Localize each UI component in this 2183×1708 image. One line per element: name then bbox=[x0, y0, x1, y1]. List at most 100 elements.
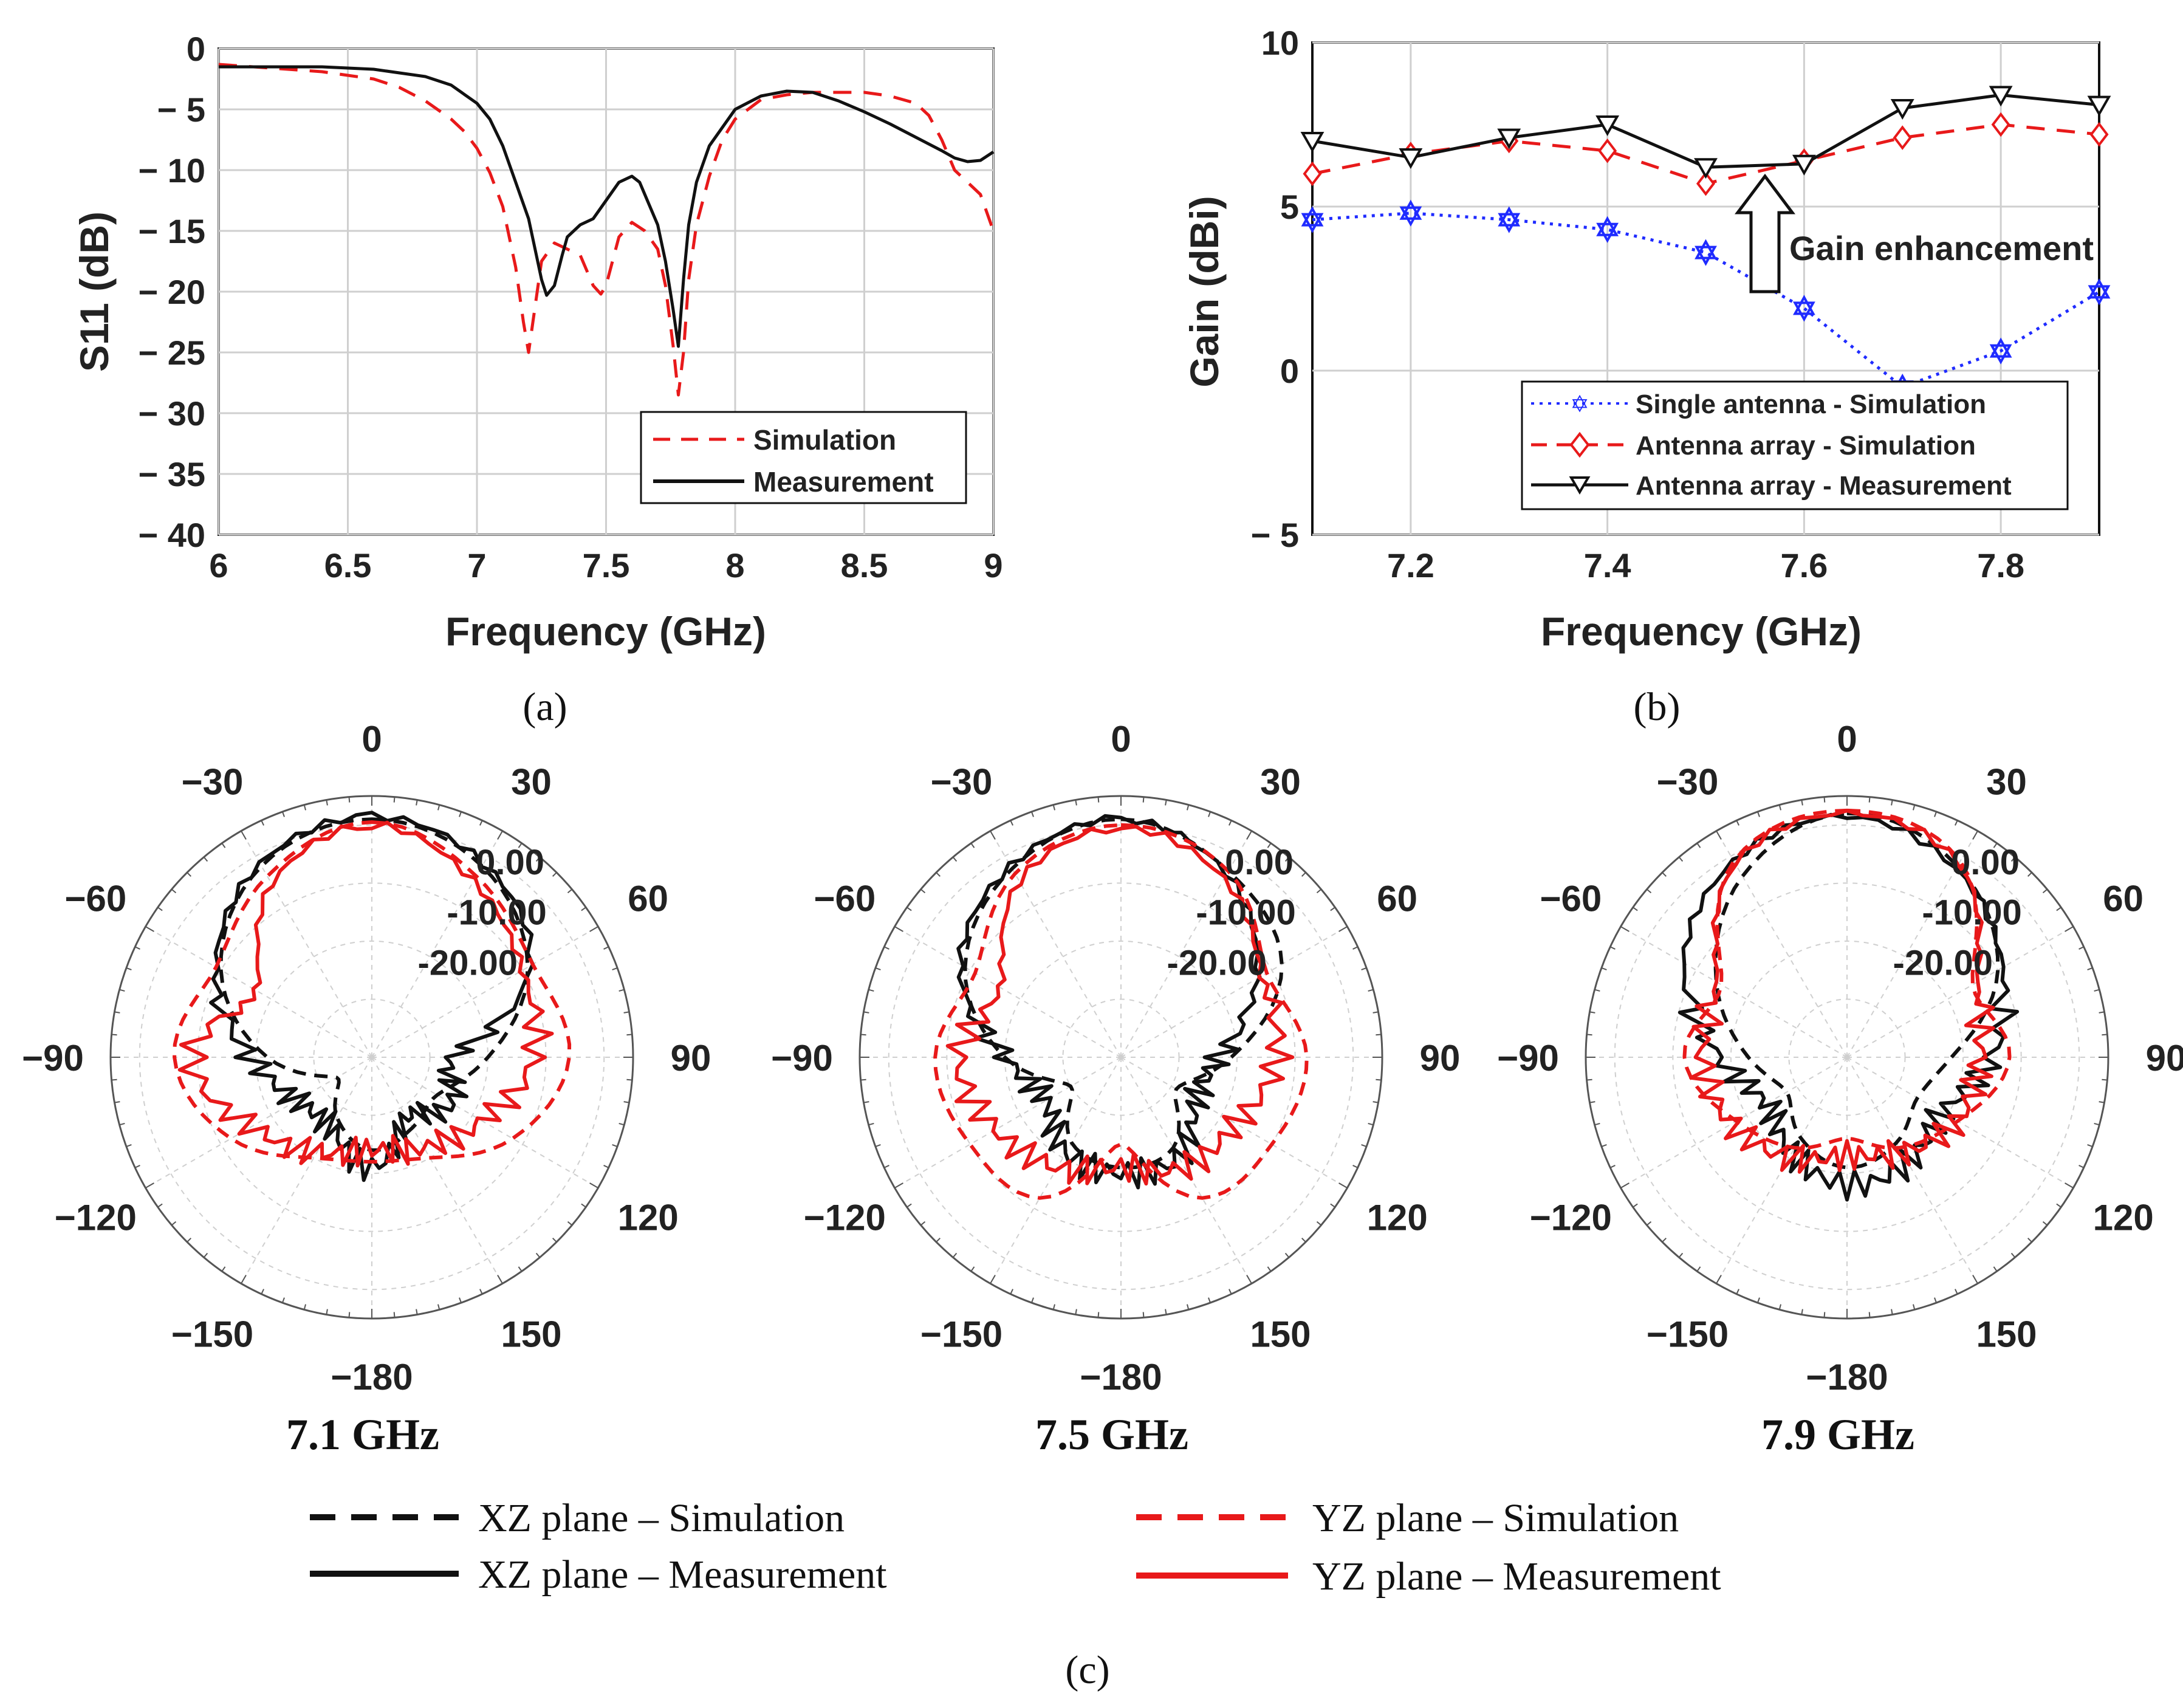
polar-tick bbox=[1678, 856, 1684, 862]
panel-a-ylabel: S11 (dB) bbox=[72, 211, 117, 372]
polar-tick bbox=[1736, 820, 1739, 826]
polar-tick bbox=[1075, 800, 1077, 806]
polar-tick bbox=[1801, 800, 1803, 806]
polar-tick bbox=[326, 800, 328, 806]
polar-tick bbox=[2010, 1252, 2016, 1258]
legend-yz-sim-label: YZ plane – Simulation bbox=[1312, 1496, 1679, 1540]
panel-b-ytick-label: 0 bbox=[1280, 352, 1299, 390]
polar-tick bbox=[1030, 1297, 1034, 1303]
polar-angle-label: −120 bbox=[1530, 1198, 1612, 1238]
polar-title: 7.5 GHz bbox=[1035, 1410, 1188, 1459]
polar-tick bbox=[1778, 1304, 1782, 1310]
polar-radial-label: 0.00 bbox=[1951, 843, 2020, 882]
panel-b-series-2-marker bbox=[1399, 148, 1423, 170]
polar-angle-label: −30 bbox=[931, 761, 993, 802]
polar-1-series-3 bbox=[945, 825, 1295, 1186]
gain-enhancement-label: Gain enhancement bbox=[1789, 229, 2094, 267]
polar-ring-0 bbox=[313, 998, 431, 1116]
polar-angle-label: −150 bbox=[1647, 1314, 1729, 1355]
polar-tick bbox=[1955, 1289, 1958, 1295]
polar-angle-label: 30 bbox=[1986, 761, 2027, 802]
polar-tick bbox=[581, 1203, 586, 1208]
polar-tick bbox=[1208, 811, 1211, 817]
polar-tick bbox=[906, 907, 912, 911]
polar-tick bbox=[883, 1165, 889, 1168]
panel-b-ticks: 7.2 7.4 7.6 7.8 − 5 0 5 10 bbox=[1251, 24, 2024, 585]
polar-tick bbox=[416, 1309, 418, 1315]
polar-angle-label: 90 bbox=[2146, 1038, 2183, 1079]
polar-spoke bbox=[145, 1057, 372, 1188]
polar-tick bbox=[241, 831, 247, 840]
polar-tick bbox=[1646, 1221, 1652, 1226]
polar-angle-label: 150 bbox=[1250, 1314, 1311, 1355]
polar-tick bbox=[1594, 989, 1600, 992]
panel-c-radiation-patterns: 0.00 -10.00 -20.00 0 30 60 90 120 150 −180 −150 −12… bbox=[22, 719, 2183, 1459]
polar-angle-label: −60 bbox=[1540, 879, 1602, 919]
polar-tick bbox=[1246, 1275, 1252, 1284]
polar-angle-label: 60 bbox=[2103, 879, 2144, 919]
polar-tick bbox=[1955, 820, 1958, 826]
polar-tick bbox=[619, 1122, 625, 1126]
polar-tick bbox=[1972, 1275, 1978, 1284]
panel-b-xtick-label: 7.8 bbox=[1977, 546, 2024, 585]
polar-tick bbox=[221, 843, 226, 848]
polar-spoke bbox=[145, 926, 372, 1058]
polar-tick bbox=[2027, 1237, 2032, 1243]
polar-tick bbox=[1620, 1182, 1630, 1188]
polar-spoke bbox=[1120, 926, 1348, 1058]
polar-angle-label: 90 bbox=[1420, 1038, 1461, 1079]
polar-tick bbox=[567, 888, 573, 894]
panel-a-ytick-label: − 15 bbox=[138, 212, 205, 250]
polar-tick bbox=[1097, 797, 1100, 803]
polar-tick bbox=[1301, 1237, 1306, 1243]
polar-tick bbox=[936, 1237, 941, 1243]
polar-tick bbox=[990, 1275, 996, 1284]
polar-tick bbox=[134, 1165, 140, 1168]
polar-radial-label: -10.00 bbox=[447, 893, 546, 933]
polar-tick bbox=[416, 800, 418, 806]
polar-angle-label: −150 bbox=[920, 1314, 1002, 1355]
polar-angle-label: 120 bbox=[1367, 1198, 1428, 1238]
polar-radial-label: -10.00 bbox=[1922, 893, 2021, 933]
polar-tick bbox=[1338, 926, 1348, 932]
polar-tick bbox=[1208, 1297, 1211, 1303]
polar-tick bbox=[281, 811, 285, 817]
polar-tick bbox=[203, 856, 208, 862]
polar-tick bbox=[2099, 1101, 2105, 1103]
polar-plot-0: 0.00 -10.00 -20.00 0 30 60 90 120 150 −180 −150 −12… bbox=[22, 719, 711, 1459]
polar-tick bbox=[1633, 907, 1638, 911]
polar-spoke bbox=[1846, 926, 2074, 1058]
panel-b-series-2-marker bbox=[1890, 99, 1914, 120]
polar-tick bbox=[1993, 1266, 1998, 1272]
polar-tick bbox=[1620, 926, 1630, 932]
panel-a-xtick-label: 6 bbox=[209, 546, 228, 585]
polar-tick bbox=[497, 831, 503, 840]
polar-tick bbox=[1589, 1101, 1595, 1103]
polar-tick bbox=[1716, 1275, 1722, 1284]
polar-tick bbox=[479, 820, 483, 826]
panel-a-legend-sim-label: Simulation bbox=[753, 424, 896, 456]
panel-b-series-2-marker bbox=[1300, 132, 1325, 153]
polar-0-series-3 bbox=[177, 820, 554, 1168]
polar-tick bbox=[936, 872, 941, 877]
polar-tick bbox=[589, 926, 598, 932]
legend-xz-sim-label: XZ plane – Simulation bbox=[478, 1496, 845, 1540]
polar-tick bbox=[134, 946, 140, 950]
polar-tick bbox=[1696, 843, 1701, 848]
polar-0-series-2 bbox=[173, 820, 572, 1164]
panel-b-legend-array-meas-marker bbox=[1569, 476, 1591, 495]
polar-angle-label: −90 bbox=[22, 1038, 84, 1079]
polar-tick bbox=[459, 811, 462, 817]
polar-spoke bbox=[241, 1057, 372, 1284]
polar-tick bbox=[126, 967, 132, 970]
polar-angle-label: 0 bbox=[1111, 719, 1131, 760]
panel-b-series-1-marker bbox=[1696, 171, 1716, 196]
panel-a-ytick-label: − 20 bbox=[138, 273, 205, 311]
polar-tick bbox=[518, 843, 523, 848]
polar-angle-label: −180 bbox=[1806, 1357, 1888, 1398]
panel-b-series-0-marker bbox=[2088, 278, 2111, 306]
polar-tick bbox=[187, 872, 192, 877]
polar-tick bbox=[868, 1122, 874, 1126]
polar-angle-label: 60 bbox=[1377, 879, 1417, 919]
polar-tick bbox=[952, 856, 958, 862]
